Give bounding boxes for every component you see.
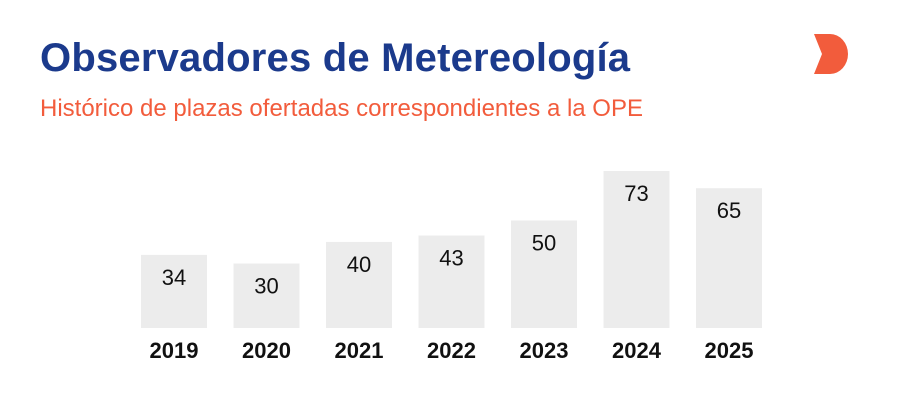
data-label-2021: 40 — [347, 252, 371, 277]
bar-2022 — [418, 235, 485, 328]
brand-logo-d-icon — [814, 34, 848, 74]
x-tick-label-2019: 2019 — [150, 338, 199, 363]
data-label-2022: 43 — [439, 246, 463, 271]
x-tick-label-2025: 2025 — [705, 338, 754, 363]
x-tick-label-2024: 2024 — [612, 338, 662, 363]
chart-title: Observadores de Metereología — [40, 36, 631, 80]
bar-2024 — [603, 171, 670, 328]
x-tick-label-2021: 2021 — [335, 338, 384, 363]
data-label-2020: 30 — [254, 273, 278, 298]
brand-logo — [814, 34, 848, 74]
data-label-2019: 34 — [162, 265, 186, 290]
bar-2025 — [696, 188, 762, 328]
x-tick-label-2023: 2023 — [520, 338, 569, 363]
x-tick-label-2022: 2022 — [427, 338, 476, 363]
bar-2019 — [141, 254, 207, 328]
data-label-2025: 65 — [717, 198, 741, 223]
data-label-2023: 50 — [532, 230, 556, 255]
bar-2021 — [326, 241, 392, 328]
chart-subtitle: Histórico de plazas ofertadas correspond… — [40, 95, 643, 122]
x-tick-label-2020: 2020 — [242, 338, 291, 363]
data-label-2024: 73 — [624, 181, 648, 206]
bar-2020 — [233, 263, 300, 328]
bar-2023 — [511, 220, 577, 328]
